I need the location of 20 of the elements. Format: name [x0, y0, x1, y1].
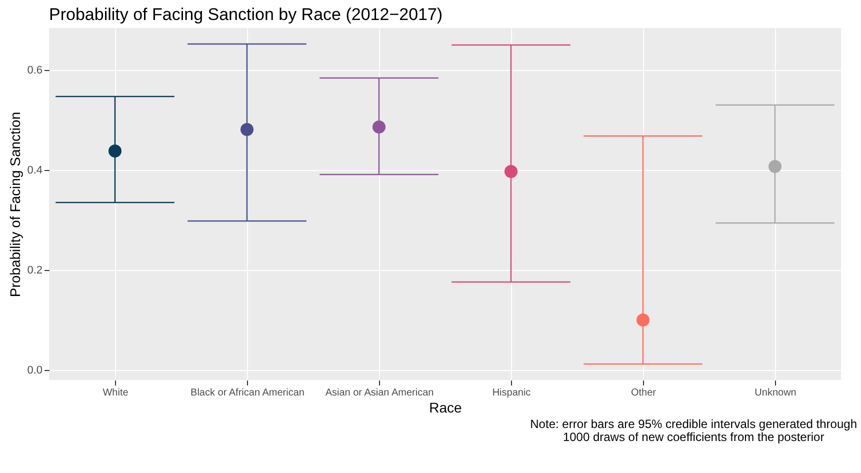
point [240, 122, 254, 136]
chart-title: Probability of Facing Sanction by Race (2012−2017) [49, 5, 443, 24]
point [504, 164, 518, 178]
x-tick-label: White [102, 388, 129, 398]
x-tick-label: Black or African American [190, 388, 304, 398]
x-tick-label: Hispanic [492, 388, 531, 398]
x-tick-label: Unknown [754, 388, 796, 398]
x-tick-label: Asian or Asian American [325, 388, 434, 398]
y-axis-title: Probability of Facing Sanction [7, 112, 24, 298]
x-tick-label: Other [630, 388, 657, 398]
point [768, 160, 782, 174]
point [372, 120, 386, 134]
y-tick-label: 0.6 [27, 64, 42, 76]
text: Note: error bars are 95% credible intervals generated through 1000 draws of new coefficients from the posterior [530, 417, 857, 444]
y-tick-label: 0.4 [27, 164, 42, 176]
y-tick-label: 0.0 [27, 364, 42, 376]
y-tick-label: 0.2 [27, 264, 42, 276]
point [108, 144, 122, 158]
x-axis-title: Race [429, 400, 462, 416]
point [636, 313, 650, 327]
